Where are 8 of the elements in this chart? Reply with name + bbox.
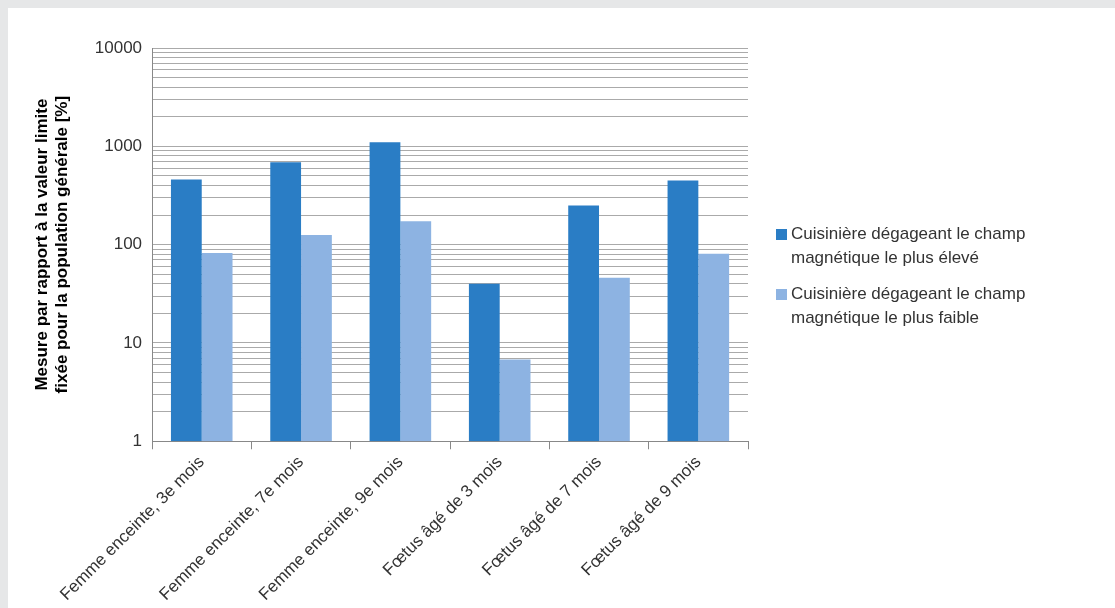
y-tick-label: 10 [123,332,143,352]
legend-label: Cuisinière dégageant le champ magnétique le plus élevé [791,223,1027,269]
y-axis-title: Mesure par rapport à la valeur limite fixée pour la population générale [%] [31,95,72,394]
legend-label: Cuisinière dégageant le champ magnétique le plus faible [791,283,1027,329]
y-tick-label: 100 [113,234,143,254]
y-tick-label: 10000 [94,37,143,57]
y-tick-label: 1 [132,430,143,450]
y-tick-label: 1000 [104,136,143,156]
